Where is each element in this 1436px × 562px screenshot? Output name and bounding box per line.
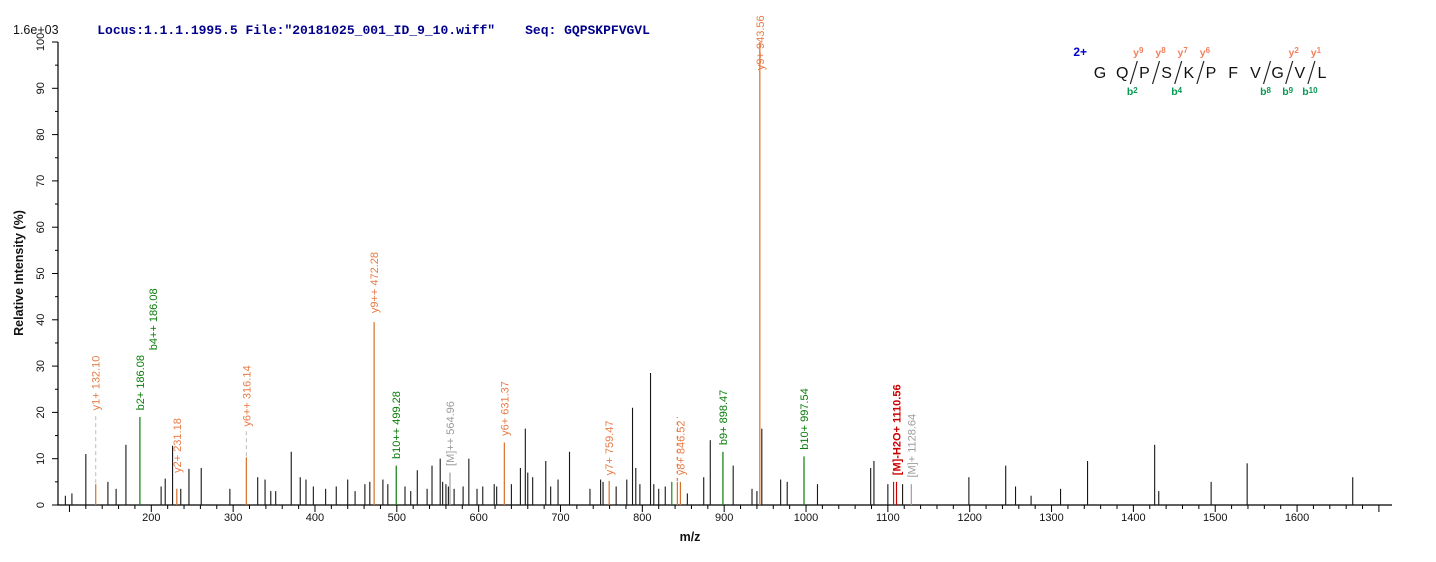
- svg-text:10: 10: [35, 453, 47, 465]
- fragment-ion-label: b10: [1302, 86, 1318, 98]
- ion-annotation: y8+ 846.52: [675, 420, 687, 505]
- ion-label: y6+ 631.37: [499, 381, 511, 436]
- residue-letter: V: [1250, 65, 1261, 82]
- ion-label: b2+ 186.08: [135, 355, 147, 410]
- svg-text:30: 30: [35, 360, 47, 372]
- svg-text:1500: 1500: [1203, 512, 1227, 524]
- x-axis-ticks: [68, 505, 1380, 512]
- fragment-ion-label: y8: [1155, 46, 1166, 59]
- ion-label: b10++ 499.28: [391, 391, 403, 459]
- residue-letter: Q: [1116, 65, 1128, 82]
- ion-annotation: y7+ 759.47: [604, 420, 616, 505]
- peaks: [64, 373, 1354, 505]
- svg-text:1300: 1300: [1039, 512, 1063, 524]
- y-axis-ticks: [52, 41, 58, 506]
- fragment-ion-label: b2: [1127, 86, 1138, 98]
- svg-text:1000: 1000: [794, 512, 818, 524]
- svg-text:0: 0: [35, 502, 47, 508]
- sequence-label: Seq: GQPSKPFVGVL: [525, 23, 650, 38]
- residue-letter: V: [1294, 65, 1305, 82]
- ion-label: y8+ 846.52: [675, 420, 687, 475]
- ion-annotation: y6+ 631.37: [499, 381, 511, 505]
- ion-annotation: y9+ 943.56: [755, 15, 767, 505]
- fragment-ion-label: b4: [1171, 86, 1182, 98]
- ion-annotation: y9++ 472.28: [369, 252, 381, 505]
- svg-text:400: 400: [306, 512, 324, 524]
- svg-text:70: 70: [35, 175, 47, 187]
- svg-text:100: 100: [35, 33, 47, 51]
- ion-label: y1+ 132.10: [91, 356, 103, 411]
- ion-label: y7+ 759.47: [604, 420, 616, 475]
- ion-annotation: y2+ 231.18: [172, 418, 184, 505]
- svg-text:300: 300: [224, 512, 242, 524]
- ion-label: b4++ 186.08: [148, 288, 160, 350]
- fragment-ion-label: b9: [1282, 86, 1293, 98]
- svg-text:1600: 1600: [1285, 512, 1309, 524]
- svg-text:800: 800: [633, 512, 651, 524]
- svg-text:80: 80: [35, 128, 47, 140]
- svg-text:600: 600: [469, 512, 487, 524]
- svg-text:50: 50: [35, 267, 47, 279]
- svg-text:700: 700: [551, 512, 569, 524]
- residue-letter: P: [1206, 65, 1217, 82]
- svg-text:900: 900: [715, 512, 733, 524]
- svg-text:90: 90: [35, 82, 47, 94]
- ion-annotation: b10+ 997.54: [799, 388, 811, 505]
- residue-letter: P: [1139, 65, 1150, 82]
- ion-annotation: [M]+ 1128.64: [906, 414, 918, 505]
- ion-label: b10+ 997.54: [799, 388, 811, 449]
- svg-text:1100: 1100: [876, 512, 900, 524]
- ion-annotation: [M]-H2O+ 1110.56: [892, 384, 904, 505]
- ion-label: y6++ 316.14: [241, 365, 253, 426]
- fragment-ion-label: y2: [1289, 46, 1300, 59]
- x-axis-title: m/z: [680, 530, 701, 544]
- x-axis-tick-labels: 200 300 400 500 600 700 800 900 1000 1100 1200 1300…: [142, 512, 1309, 524]
- ion-annotation: [M]++ 564.96: [445, 401, 457, 505]
- ion-label: [M]+ 1128.64: [906, 414, 918, 478]
- fragment-ion-label: y6: [1200, 46, 1211, 59]
- svg-text:1200: 1200: [957, 512, 981, 524]
- y-axis-tick-labels: 0 10 20 30 40 50 60 70 80 90 100: [35, 33, 47, 508]
- ion-label: [M]-H2O+ 1110.56: [892, 384, 904, 475]
- svg-text:60: 60: [35, 221, 47, 233]
- y-axis-title: Relative Intensity (%): [12, 210, 26, 336]
- fragment-ion-label: b8: [1260, 86, 1271, 98]
- residue-letter: G: [1094, 65, 1106, 82]
- ion-label: y9++ 472.28: [369, 252, 381, 313]
- residue-letter: K: [1183, 65, 1194, 82]
- ion-label: [M]++ 564.96: [445, 401, 457, 466]
- ion-label: b9+ 898.47: [718, 390, 730, 445]
- locus-file-label: Locus:1.1.1.1995.5 File:"20181025_001_ID…: [97, 23, 496, 38]
- ion-label: y9+ 943.56: [755, 15, 767, 70]
- residue-letter: S: [1161, 65, 1172, 82]
- svg-text:20: 20: [35, 406, 47, 418]
- axis-titles: 1.6e+03 Relative Intensity (%) m/z: [12, 23, 700, 544]
- fragment-ion-label: y9: [1133, 46, 1144, 59]
- residue-letter: G: [1271, 65, 1283, 82]
- ion-annotation: b10++ 499.28: [391, 391, 403, 505]
- residue-letter: L: [1318, 65, 1327, 82]
- svg-text:200: 200: [142, 512, 160, 524]
- ion-annotation: y1+ 132.10: [91, 356, 103, 505]
- precursor-charge-label: 2+: [1073, 45, 1087, 59]
- residue-letter: F: [1228, 65, 1238, 82]
- ion-annotation: b2+ 186.08: [135, 355, 147, 505]
- svg-text:40: 40: [35, 314, 47, 326]
- ion-annotation: b9+ 898.47: [718, 390, 730, 505]
- fragment-ion-label: y7: [1178, 46, 1189, 59]
- svg-text:1400: 1400: [1121, 512, 1145, 524]
- ion-annotation: b4++ 186.08: [148, 288, 160, 350]
- intensity-scale-label: 1.6e+03: [13, 23, 59, 37]
- ion-label: y2+ 231.18: [172, 418, 184, 473]
- spectrum-header: Locus:1.1.1.1995.5 File:"20181025_001_ID…: [66, 8, 650, 53]
- fragment-ion-label: y1: [1311, 46, 1322, 59]
- ion-annotation: y6++ 316.14: [241, 365, 253, 505]
- svg-text:500: 500: [388, 512, 406, 524]
